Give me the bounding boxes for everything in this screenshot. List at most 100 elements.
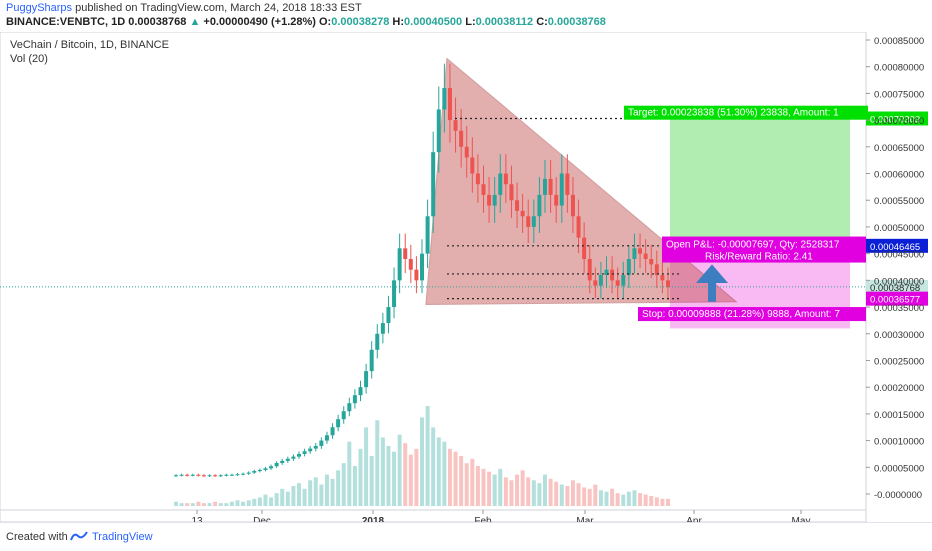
target-zone	[670, 118, 850, 246]
triangle-pattern	[425, 57, 738, 305]
candle-body	[302, 451, 307, 454]
candle-body	[570, 194, 575, 217]
risk-reward-label: Risk/Reward Ratio: 2.41	[705, 252, 813, 263]
created-with-label: Created with	[6, 531, 68, 543]
volume-bar	[464, 463, 469, 506]
x-tick-label: 13	[191, 516, 203, 522]
pnl-box-bg	[662, 236, 866, 263]
candle-body	[229, 474, 234, 476]
candle-body	[548, 178, 553, 195]
y-tick-label: 0.00020000	[874, 383, 924, 394]
volume-bar	[543, 474, 547, 506]
volume-bar	[302, 488, 307, 506]
candle-body	[475, 173, 480, 185]
open-label: O:	[319, 16, 332, 28]
volume-legend: Vol (20)	[10, 53, 48, 65]
volume-bar	[297, 483, 301, 506]
volume-bar	[475, 466, 480, 506]
volume-bar	[241, 501, 246, 506]
volume-bar	[654, 497, 659, 506]
stop-price-tag-bg	[866, 291, 928, 306]
y-tick-label: 0.00065000	[874, 143, 924, 154]
candle-body	[436, 109, 441, 153]
volume-bar	[246, 500, 251, 506]
target-label: Target: 0.00023838 (51.30%) 23838, Amoun…	[628, 108, 839, 119]
volume-bar	[341, 463, 346, 506]
candle-body	[174, 475, 178, 477]
candle-body	[341, 411, 346, 420]
tradingview-brand-link[interactable]: TradingView	[92, 531, 153, 543]
volume-bar	[431, 427, 436, 506]
chart-header: PuggySharps published on TradingView.com…	[0, 0, 932, 32]
candle-body	[263, 468, 268, 470]
candle-body	[509, 184, 514, 201]
volume-bar	[285, 491, 290, 506]
candle-body	[621, 275, 626, 286]
x-tick-label: 2018	[362, 516, 385, 522]
volume-bar	[598, 490, 603, 506]
volume-bar	[666, 498, 670, 506]
candle-body	[531, 216, 536, 227]
author-link[interactable]: PuggySharps	[6, 2, 73, 14]
volume-bar	[308, 480, 313, 506]
candle-body	[336, 419, 341, 428]
volume-bar	[537, 483, 542, 506]
volume-bar	[509, 480, 514, 506]
candle-body	[308, 448, 313, 452]
candle-body	[498, 173, 503, 195]
volume-bar	[201, 503, 206, 506]
candle-body	[285, 458, 290, 461]
candle-body	[185, 474, 190, 476]
candle-body	[492, 194, 497, 206]
volume-bar	[174, 501, 178, 506]
volume-bar	[229, 501, 234, 506]
candle-body	[201, 475, 206, 477]
volume-bar	[179, 503, 184, 506]
high-label: H:	[392, 16, 405, 28]
entry-price-tag-bg	[866, 238, 928, 253]
change-arrow-icon: ▲	[189, 16, 201, 28]
chart-area[interactable]: Target: 0.00023838 (51.30%) 23838, Amoun…	[0, 31, 932, 527]
candle-body	[352, 395, 357, 404]
y-tick-label: 0.00010000	[874, 437, 924, 448]
candle-body	[224, 474, 229, 476]
volume-bar	[487, 471, 492, 506]
volume-bar	[604, 491, 609, 506]
stop-label-bg	[638, 307, 866, 322]
price-chart[interactable]: Target: 0.00023838 (51.30%) 23838, Amoun…	[0, 31, 932, 527]
candle-body	[425, 216, 430, 254]
candle-body	[431, 152, 436, 217]
volume-bar	[587, 488, 592, 506]
candle-body	[364, 371, 369, 388]
candle-body	[610, 269, 615, 281]
volume-bar	[213, 501, 218, 506]
current-price-tag: 0.00038768	[870, 283, 920, 294]
low-label: L:	[465, 16, 476, 28]
high-value: 0.00040500	[404, 16, 463, 28]
candle-body	[408, 258, 413, 270]
volume-bar	[520, 470, 525, 506]
volume-bar	[414, 448, 419, 506]
y-tick-label: 0.00060000	[874, 170, 924, 181]
candle-body	[369, 349, 374, 372]
candle-body	[235, 474, 240, 476]
volume-bar	[269, 497, 274, 506]
volume-bar	[447, 448, 452, 506]
volume-bar	[531, 480, 536, 506]
volume-bar	[196, 501, 201, 506]
candle-body	[481, 184, 486, 195]
volume-bar	[380, 437, 385, 506]
candle-body	[330, 427, 335, 436]
entry-price-tag: 0.00046465	[870, 242, 920, 253]
candle-body	[582, 237, 587, 259]
volume-bar	[291, 486, 296, 506]
volume-bar	[263, 494, 268, 506]
volume-bar	[526, 477, 531, 506]
candle-body	[604, 269, 609, 276]
volume-bar	[515, 474, 520, 506]
candle-body	[403, 248, 408, 259]
volume-bar	[649, 496, 654, 506]
candle-body	[453, 120, 458, 131]
ohlc-line: BINANCE:VENBTC, 1D 0.00038768 ▲ +0.00000…	[6, 16, 606, 28]
target-label-bg	[624, 105, 868, 120]
